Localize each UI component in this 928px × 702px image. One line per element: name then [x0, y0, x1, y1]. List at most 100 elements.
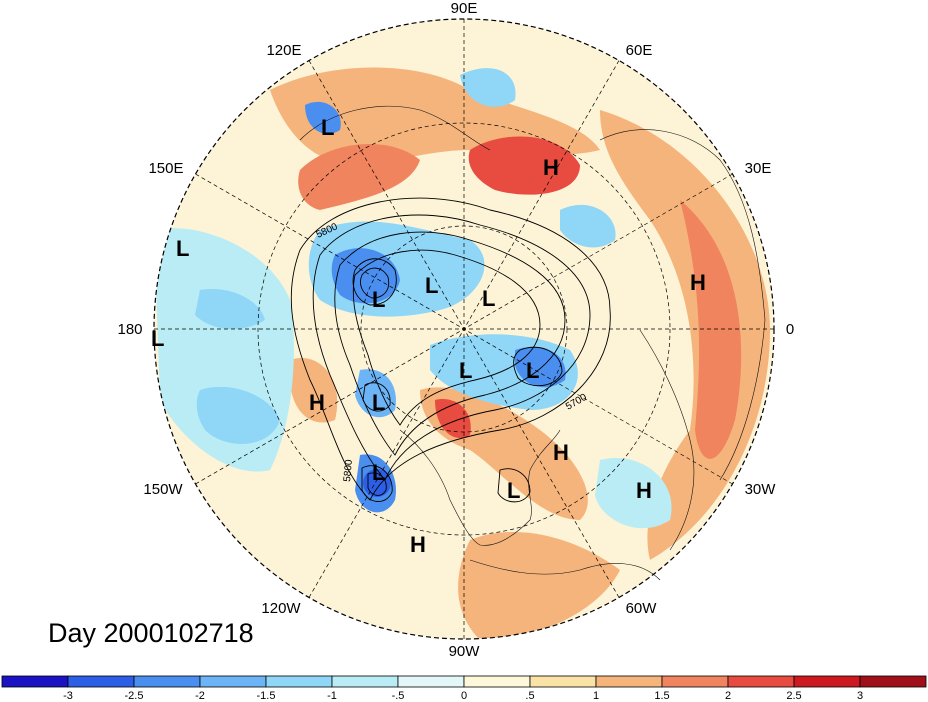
coastline-africa [639, 329, 695, 551]
pressure-systems: L H L L L L H L L L L H H L L H H [151, 115, 706, 557]
low-marker: L [372, 460, 385, 485]
low-marker: L [425, 273, 438, 298]
cool-anomaly-west-patch [195, 289, 265, 330]
colorbar-box [67, 675, 135, 688]
warm-anomaly-south [458, 532, 620, 639]
lon-label-30e: 30E [745, 160, 772, 177]
coastline-north-america [399, 429, 561, 546]
height-contour [367, 472, 387, 496]
height-contour [361, 465, 393, 502]
cool-anomaly-north-patch [460, 68, 516, 107]
colorbar-label: 3 [857, 690, 863, 702]
height-contour [362, 382, 391, 412]
low-marker: L [507, 478, 520, 503]
map-boundary [153, 18, 775, 640]
colorbar-boxes [1, 675, 927, 688]
colorbar-box [793, 675, 861, 688]
high-marker: H [410, 532, 426, 557]
colorbar-label: -3 [63, 690, 73, 702]
height-contour [290, 197, 611, 501]
low-marker: H [636, 478, 652, 503]
colorbar-label: 1.5 [654, 690, 669, 702]
longitude-labels: 90E 60E 30E 0 30W 60W 90W 120W 150W 180 … [117, 0, 794, 660]
low-marker: L [526, 358, 539, 383]
colorbar-box [1, 675, 69, 688]
height-contour [334, 231, 566, 456]
low-marker: L [151, 326, 164, 351]
height-contours [290, 197, 611, 503]
lon-label-0: 0 [786, 321, 794, 338]
colorbar-label: 1 [593, 690, 599, 702]
cool-anomaly-atlantic [595, 458, 672, 529]
height-contour [360, 267, 390, 299]
colorbar-box [397, 675, 465, 688]
coastlines [299, 105, 766, 581]
colorbar-label: -1 [327, 690, 337, 702]
colorbar-labels: -3 -2.5 -2 -1.5 -1 -.5 0 .5 1 1.5 2 2.5 … [63, 690, 863, 702]
colorbar-label: -.5 [392, 690, 405, 702]
colorbar-box [529, 675, 597, 688]
coastline-eurasia [599, 129, 766, 481]
lon-label-180: 180 [117, 321, 142, 338]
meridian-line [308, 60, 620, 598]
colorbar: -3 -2.5 -2 -1.5 -1 -.5 0 .5 1 1.5 2 2.5 … [1, 675, 927, 702]
lon-label-60w: 60W [626, 600, 658, 617]
colorbar-label: 0 [461, 690, 467, 702]
lon-label-30w: 30W [745, 481, 777, 498]
colorbar-box [859, 675, 927, 688]
high-marker: H [553, 440, 569, 465]
colorbar-box [727, 675, 795, 688]
colorbar-box [661, 675, 729, 688]
low-marker: L [321, 115, 334, 140]
lon-label-150e: 150E [148, 160, 183, 177]
lon-label-120w: 120W [261, 600, 301, 617]
colorbar-box [331, 675, 399, 688]
high-marker: H [690, 270, 706, 295]
cool-anomaly-northwest-patch [305, 101, 341, 134]
lon-label-60e: 60E [626, 42, 653, 59]
colorbar-box [133, 675, 201, 688]
height-contour [352, 249, 541, 426]
cool-anomaly-west-core [196, 386, 280, 444]
anomaly-field [154, 19, 774, 639]
low-marker: L [176, 236, 189, 261]
colorbar-box [199, 675, 267, 688]
height-contour [352, 258, 397, 306]
colorbar-label: -2.5 [125, 690, 144, 702]
coastline-south-america [469, 559, 661, 581]
high-marker: H [309, 390, 325, 415]
coastline-asia-east [299, 105, 491, 151]
colorbar-box [265, 675, 333, 688]
graticule [154, 19, 774, 639]
height-contour [497, 468, 531, 503]
lon-label-120e: 120E [266, 42, 301, 59]
height-contour [312, 214, 591, 481]
colorbar-label: 2 [725, 690, 731, 702]
lon-label-90e: 90E [451, 0, 478, 17]
warm-anomaly-north-core [468, 136, 580, 195]
cool-anomaly-siberia [560, 204, 616, 248]
colorbar-box [463, 675, 531, 688]
warm-anomaly-west [289, 358, 338, 423]
colorbar-label: -1.5 [257, 690, 276, 702]
colorbar-label: .5 [525, 690, 534, 702]
low-marker: L [482, 286, 495, 311]
latitude-circle [257, 122, 671, 536]
colorbar-box [595, 675, 663, 688]
warm-anomaly-east-core [680, 200, 742, 459]
warm-anomaly-east [600, 110, 770, 560]
cool-anomaly-pacific-low-core [363, 469, 391, 497]
low-marker: L [372, 390, 385, 415]
height-contour [513, 346, 563, 387]
colorbar-label: 2.5 [786, 690, 801, 702]
low-marker: L [372, 287, 385, 312]
cool-anomaly-arctic-core [331, 248, 400, 304]
map-title: Day 2000102718 [48, 618, 254, 648]
low-marker: L [459, 358, 472, 383]
contour-label: 5800 [342, 459, 355, 483]
colorbar-label: -2 [195, 690, 205, 702]
high-marker: H [543, 155, 559, 180]
lon-label-150w: 150W [143, 481, 183, 498]
warm-anomaly-northwest [298, 143, 420, 210]
